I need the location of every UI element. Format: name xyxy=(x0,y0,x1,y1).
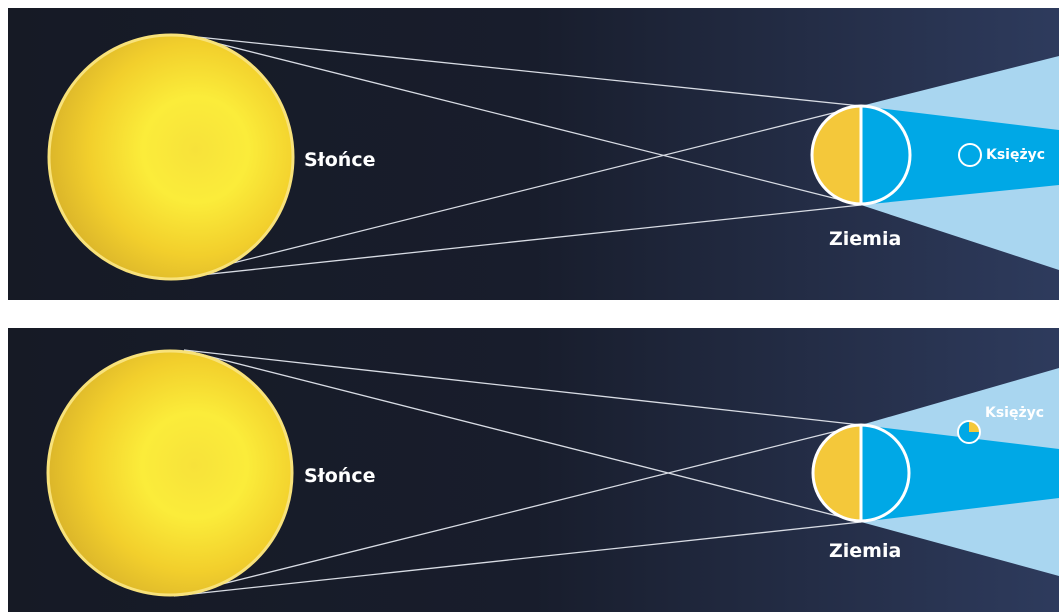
moon-label: Księżyc xyxy=(985,405,1044,421)
sun-label: Słońce xyxy=(304,465,375,487)
sun-disc xyxy=(47,33,295,281)
earth-label: Ziemia xyxy=(829,540,901,562)
eclipse-diagram-panel-1: Słońce Ziemia Księżyc xyxy=(8,8,1059,300)
umbra-region xyxy=(861,425,1059,522)
sun-rays xyxy=(172,35,862,279)
eclipse-diagram-svg: Słońce Ziemia Księżyc xyxy=(8,8,1059,300)
sun-disc xyxy=(46,349,294,597)
earth-label: Ziemia xyxy=(829,228,901,250)
eclipse-diagram-svg: Słońce Ziemia Księżyc xyxy=(8,328,1059,612)
earth xyxy=(811,423,911,523)
moon xyxy=(958,143,982,167)
moon-label: Księżyc xyxy=(986,147,1045,163)
earth xyxy=(810,104,912,206)
sun-rays xyxy=(173,349,862,597)
eclipse-diagram-panel-2: Słońce Ziemia Księżyc xyxy=(8,328,1059,612)
sun-label: Słońce xyxy=(304,149,375,171)
moon xyxy=(957,420,981,444)
